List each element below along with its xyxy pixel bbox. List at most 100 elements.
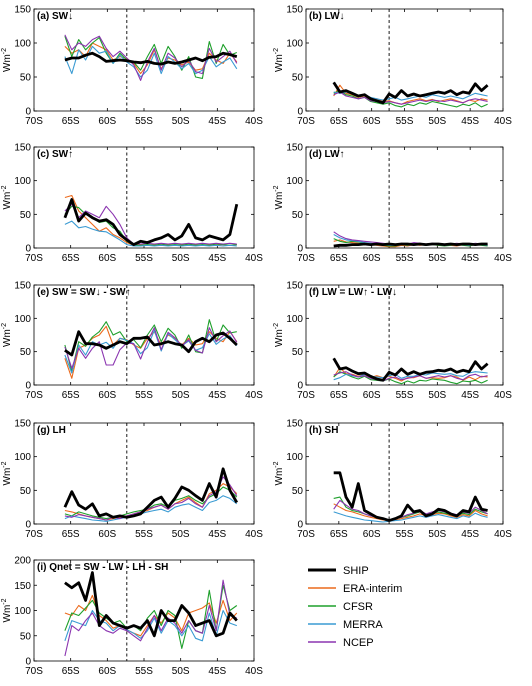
y-tick-label: 50	[20, 210, 32, 221]
series-line-cfsr	[333, 496, 488, 521]
x-tick-label: 65S	[62, 390, 80, 401]
series-line-ncep	[64, 34, 238, 81]
series-line-ship	[332, 81, 489, 105]
x-tick-label: 50S	[172, 529, 190, 540]
panel-7: (g) LH 0 50 100 150 70S 65S 60S 55S 50S 45S 40S Wm-2	[1, 419, 263, 541]
y-tick-label: 0	[297, 244, 303, 255]
y-axis-label-unit: Wm	[2, 605, 13, 623]
y-tick-label: 50	[20, 631, 32, 642]
x-tick-label: 65S	[62, 116, 80, 127]
series-line-ship	[64, 571, 238, 638]
y-tick-label: 50	[292, 73, 304, 84]
y-axis-label: Wm-2	[1, 461, 13, 485]
x-tick-label: 65S	[62, 666, 80, 677]
series-line-ship	[333, 242, 488, 248]
panel-1: (a) SW↓ 0 50 100 150 70S 65S 60S 55S 50S 45S 40S Wm-…	[1, 5, 263, 128]
x-tick-label: 40S	[494, 116, 512, 127]
y-tick-label: 0	[25, 520, 31, 531]
panel-title: (a) SW↓	[37, 11, 73, 22]
x-tick-label: 65S	[330, 390, 348, 401]
x-tick-label: 70S	[25, 116, 43, 127]
y-axis-label-unit: Wm	[2, 468, 13, 486]
panel-8: (h) SH 0 50 100 150 70S 65S 60S 55S 50S 45S 40S Wm-2	[273, 419, 512, 541]
x-tick-label: 45S	[461, 116, 479, 127]
legend: SHIP ERA-interim CFSR MERRA NCEP	[308, 565, 402, 649]
y-tick-label: 0	[25, 107, 31, 118]
x-tick-label: 65S	[62, 253, 80, 264]
series-line-ship	[333, 471, 488, 522]
x-tick-label: 50S	[428, 253, 446, 264]
y-tick-label: 0	[297, 381, 303, 392]
x-tick-label: 65S	[330, 529, 348, 540]
y-axis-label-unit: Wm	[274, 192, 285, 210]
x-tick-label: 40S	[494, 390, 512, 401]
series-line-cfsr	[64, 36, 238, 79]
y-axis-label: Wm-2	[1, 598, 13, 622]
x-tick-label: 55S	[396, 390, 414, 401]
y-axis-label-unit: Wm	[274, 54, 285, 72]
series-line-ncep	[64, 476, 238, 521]
x-tick-label: 40S	[494, 529, 512, 540]
y-axis-label: Wm-2	[273, 48, 285, 72]
x-tick-label: 50S	[428, 390, 446, 401]
y-axis-label-exponent: -2	[273, 185, 280, 191]
series-line-ncep	[333, 371, 488, 382]
x-tick-label: 65S	[330, 116, 348, 127]
x-tick-label: 70S	[297, 116, 315, 127]
x-tick-label: 40S	[245, 390, 263, 401]
y-axis-label-unit: Wm	[2, 329, 13, 347]
x-tick-label: 55S	[135, 390, 153, 401]
x-tick-label: 65S	[62, 529, 80, 540]
y-tick-label: 150	[14, 281, 31, 292]
y-axis-label-unit: Wm	[274, 329, 285, 347]
y-tick-label: 150	[14, 581, 31, 592]
x-tick-label: 60S	[98, 390, 116, 401]
x-tick-label: 70S	[297, 253, 315, 264]
axes-box	[33, 146, 255, 249]
y-tick-label: 50	[292, 486, 304, 497]
y-tick-label: 200	[14, 556, 31, 567]
y-tick-label: 0	[297, 520, 303, 531]
y-tick-label: 150	[286, 281, 303, 292]
y-axis-label: Wm-2	[1, 185, 13, 209]
panel-9: (i) Qnet = SW - LW - LH - SH 0 50 100 150 200…	[1, 556, 263, 678]
x-tick-label: 55S	[135, 529, 153, 540]
panel-title: (b) LW↓	[309, 11, 345, 22]
y-tick-label: 150	[286, 5, 303, 16]
y-tick-label: 0	[25, 657, 31, 668]
series-line-cfsr	[333, 371, 488, 385]
x-tick-label: 45S	[208, 116, 226, 127]
legend-label: CFSR	[343, 601, 373, 613]
series-line-ncep	[64, 203, 237, 245]
y-axis-label: Wm-2	[1, 323, 13, 347]
x-tick-label: 55S	[396, 253, 414, 264]
legend-label: ERA-interim	[343, 583, 402, 595]
x-tick-label: 55S	[135, 666, 153, 677]
panel-5: (e) SW = SW↓ - SW↑ 0 50 100 150 70S 65S 60S 55S 5…	[1, 281, 263, 402]
y-tick-label: 50	[20, 486, 32, 497]
y-axis-label-exponent: -2	[273, 461, 280, 467]
panel-title: (g) LH	[37, 425, 66, 436]
legend-label: SHIP	[343, 565, 369, 577]
panel-title: (e) SW = SW↓ - SW↑	[37, 287, 131, 298]
x-tick-label: 60S	[363, 253, 381, 264]
x-tick-label: 70S	[25, 666, 43, 677]
y-axis-label-exponent: -2	[273, 48, 280, 54]
y-axis-label: Wm-2	[273, 323, 285, 347]
series-line-ship	[332, 357, 489, 382]
panel-4: (d) LW↑ 0 50 100 150 70S 65S 60S 55S 50S 45S 40S Wm-…	[273, 143, 512, 265]
x-tick-label: 60S	[98, 253, 116, 264]
x-tick-label: 60S	[98, 116, 116, 127]
y-tick-label: 50	[20, 347, 32, 358]
y-tick-label: 100	[286, 39, 303, 50]
y-tick-label: 50	[292, 347, 304, 358]
x-tick-label: 40S	[245, 253, 263, 264]
x-tick-label: 60S	[363, 390, 381, 401]
x-tick-label: 60S	[98, 529, 116, 540]
panel-title: (f) LW = LW↑ - LW↓	[309, 287, 397, 298]
y-tick-label: 150	[286, 143, 303, 154]
y-tick-label: 50	[292, 210, 304, 221]
y-tick-label: 150	[286, 419, 303, 430]
x-tick-label: 70S	[25, 253, 43, 264]
